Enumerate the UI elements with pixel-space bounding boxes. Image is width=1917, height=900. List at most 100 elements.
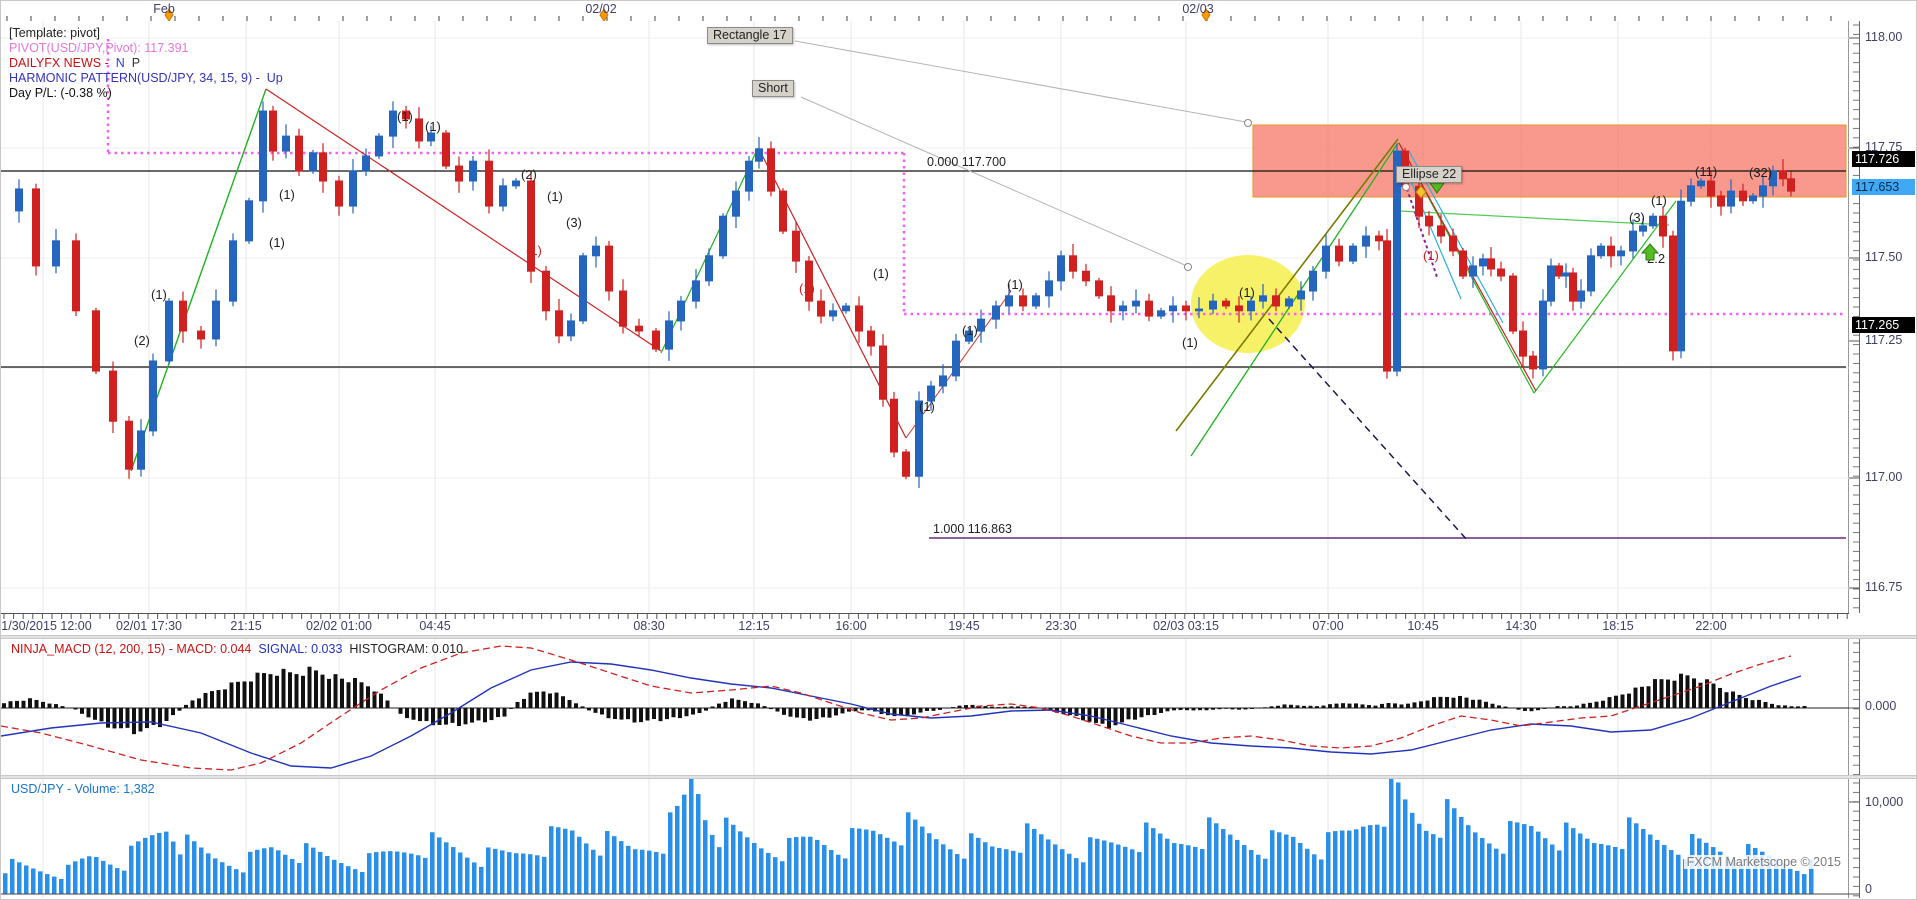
day-pl-label: Day P/L: (-0.38 %): [9, 86, 112, 100]
macd-signal-label: SIGNAL: 0.033: [258, 642, 343, 656]
wave-count-annotation: (1): [919, 399, 935, 414]
wave-count-annotation: (32): [1749, 165, 1772, 180]
dailyfx-news-label: DAILYFX NEWS - N P: [9, 56, 141, 70]
wave-count-annotation: (1): [397, 109, 413, 124]
time-axis-label: 18:15: [1602, 619, 1634, 633]
template-label: [Template: pivot]: [9, 26, 101, 40]
wave-count-annotation: (1): [962, 323, 978, 338]
diamond-marker-icon: [1415, 185, 1427, 199]
trend-line: [1175, 138, 1399, 432]
macd-zero-label: 0.000: [1865, 699, 1897, 713]
circle-marker-icon: [1184, 263, 1192, 271]
trend-line: [1190, 142, 1399, 457]
top-axis-ticks: [6, 8, 1832, 21]
volume-axis-ticks: [1849, 782, 1859, 897]
wave-count-annotation: (2): [521, 167, 537, 182]
volume-legend: USD/JPY - Volume: 1,382: [11, 782, 155, 796]
top-axis-date-label: Feb: [153, 2, 175, 16]
volume-panel: USD/JPY - Volume: 1,382: [1, 779, 1849, 898]
watermark: FXCM Marketscope © 2015: [1683, 855, 1844, 869]
circle-marker-icon: [1402, 183, 1410, 191]
panel-separator: [1, 635, 1916, 639]
price-level-box: 117.726: [1852, 151, 1915, 167]
trend-line: [1398, 210, 1670, 226]
pivot-indicator-label: PIVOT(USD/JPY,Pivot): 117.391: [9, 41, 189, 55]
volume-chart: [1, 779, 1849, 898]
price-axis-ticks: [1849, 24, 1859, 609]
wave-count-annotation: (1): [799, 281, 815, 296]
price-chart-panel: (2) (1) (1) (1) (1) (1) (2) (1) (3) (1) (1) (1) (1) (…: [1, 21, 1849, 613]
circle-marker-icon: [1244, 119, 1252, 127]
time-axis: 01/30/2015 12:00 02/01 17:30 21:15 02/02 01…: [1, 613, 1849, 636]
time-axis-ticks: [3, 614, 1848, 619]
time-axis-label: 08:30: [633, 619, 665, 633]
chart-legend: [Template: pivot] PIVOT(USD/JPY,Pivot): …: [9, 26, 283, 101]
wave-count-annotation: (1): [279, 187, 295, 202]
buy-arrow-icon: [1640, 243, 1660, 261]
panel-separator: [1, 775, 1916, 779]
resistance-zone-rectangle: [1252, 124, 1847, 198]
time-axis-label: 21:15: [230, 619, 262, 633]
macd-value-label: MACD: 0.044: [176, 642, 252, 656]
top-axis-date-label: 02/02: [585, 2, 617, 16]
macd-histogram-label: HISTOGRAM: 0.010: [349, 642, 464, 656]
rectangle-drawing-label[interactable]: Rectangle 17: [707, 27, 793, 44]
macd-line: [1, 645, 1792, 771]
time-axis-label: 23:30: [1045, 619, 1077, 633]
fib-level-0-label: 0.000 117.700: [927, 155, 1007, 169]
wave-count-annotation: (1): [547, 189, 563, 204]
trend-line: [1398, 142, 1537, 392]
time-axis-label: 07:00: [1312, 619, 1344, 633]
annotations-layer: (2) (1) (1) (1) (1) (1) (2) (1) (3) (1) (1) (1) (1) (…: [134, 109, 1772, 414]
volume-top-label: 10,000: [1865, 795, 1904, 809]
trend-line: [794, 40, 1247, 123]
top-axis-date-label: 02/03: [1182, 2, 1214, 16]
ellipse-drawing-label[interactable]: Ellipse 22: [1396, 166, 1463, 183]
macd-chart: [1, 639, 1849, 775]
wave-count-annotation: (1): [873, 266, 889, 281]
trend-line: [1268, 318, 1469, 542]
candles-layer: [15, 101, 1795, 489]
fib-level-1-label: 1.000 116.863: [933, 522, 1013, 536]
top-date-axis: Feb 02/02 02/03: [1, 1, 1849, 22]
wave-count-annotation: (1): [526, 243, 542, 258]
short-position-label[interactable]: Short: [752, 80, 794, 97]
time-axis-label: 22:00: [1695, 619, 1727, 633]
price-tick-label: 117.50: [1865, 250, 1903, 264]
macd-histogram-layer: [2, 666, 1807, 735]
wave-count-annotation: (11): [1695, 164, 1717, 179]
trend-line: [265, 88, 662, 352]
harmonic-pattern-label: HARMONIC PATTERN(USD/JPY, 34, 15, 9) - U…: [9, 71, 283, 85]
price-axis[interactable]: 118.00 117.75 117.50 117.25 117.00 116.75 117…: [1849, 21, 1916, 613]
wave-count-annotation: (2): [134, 333, 150, 348]
time-axis-label: 10:45: [1407, 619, 1439, 633]
candlestick-chart: (2) (1) (1) (1) (1) (1) (2) (1) (3) (1) (1) (1) (1) (…: [1, 21, 1849, 613]
volume-axis-line: [1859, 779, 1860, 898]
volume-axis[interactable]: 10,000 0: [1849, 779, 1916, 898]
price-tick-label: 116.75: [1865, 580, 1903, 594]
price-tick-label: 117.00: [1865, 470, 1903, 484]
time-axis-label: 19:45: [948, 619, 980, 633]
volume-zero-label: 0: [1865, 882, 1872, 896]
macd-panel: NINJA_MACD (12, 200, 15) - MACD: 0.044 S…: [1, 639, 1849, 775]
macd-name-label: NINJA_MACD (12, 200, 15) -: [11, 642, 177, 656]
time-axis-label: 02/01 17:30: [115, 619, 183, 633]
time-axis-label: 02/02 01:00: [305, 619, 373, 633]
wave-count-annotation: (1): [1182, 335, 1198, 350]
macd-axis[interactable]: 0.000: [1849, 639, 1916, 775]
wave-count-annotation: (1): [1007, 277, 1023, 292]
wave-count-annotation: (3): [1629, 210, 1645, 225]
zones-layer: [1191, 124, 1847, 353]
macd-axis-line: [1859, 639, 1860, 775]
volume-bars-layer: [3, 779, 1814, 894]
time-axis-label: 01/30/2015 12:00: [0, 619, 92, 633]
sell-arrow-icon: [1429, 182, 1445, 194]
wave-count-annotation: (1): [269, 235, 285, 250]
last-price-box: 117.653: [1852, 179, 1915, 195]
macd-legend: NINJA_MACD (12, 200, 15) - MACD: 0.044 S…: [11, 642, 463, 656]
wave-count-annotation: (1): [425, 119, 441, 134]
price-level-box: 117.265: [1852, 317, 1915, 333]
session-marker-icon: [1201, 8, 1211, 21]
wave-count-annotation: (1): [151, 287, 167, 302]
